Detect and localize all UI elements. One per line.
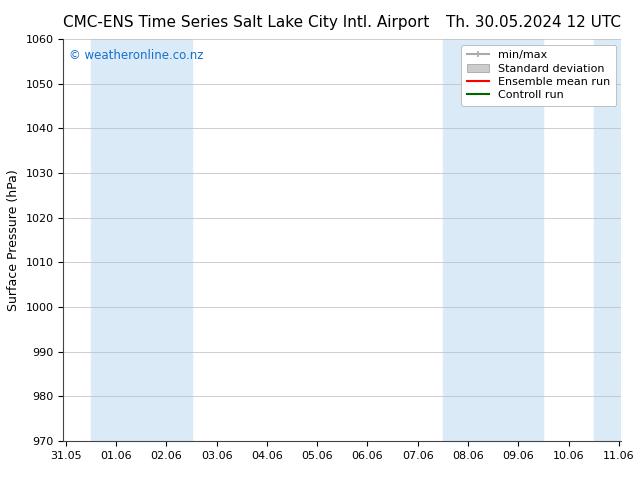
Legend: min/max, Standard deviation, Ensemble mean run, Controll run: min/max, Standard deviation, Ensemble me… xyxy=(462,45,616,106)
Text: CMC-ENS Time Series Salt Lake City Intl. Airport: CMC-ENS Time Series Salt Lake City Intl.… xyxy=(63,15,430,30)
Y-axis label: Surface Pressure (hPa): Surface Pressure (hPa) xyxy=(7,169,20,311)
Text: Th. 30.05.2024 12 UTC: Th. 30.05.2024 12 UTC xyxy=(446,15,621,30)
Bar xyxy=(91,39,191,441)
Text: © weatheronline.co.nz: © weatheronline.co.nz xyxy=(69,49,204,62)
Bar xyxy=(593,39,621,441)
Bar xyxy=(443,39,543,441)
